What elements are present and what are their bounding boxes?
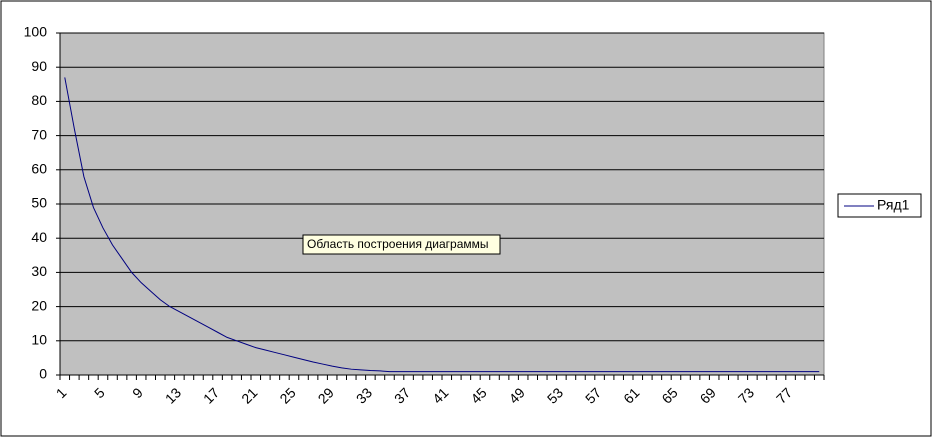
legend-box — [837, 193, 922, 218]
legend-label: Ряд1 — [877, 197, 910, 213]
y-tick-label: 80 — [31, 92, 47, 108]
y-tick-label: 20 — [31, 297, 47, 313]
tooltip-box — [302, 234, 501, 255]
y-tick-label: 100 — [24, 24, 48, 40]
y-tick-label: 40 — [31, 229, 47, 245]
tooltip-text: Область построения диаграммы — [307, 237, 489, 251]
tooltip: Область построения диаграммы — [302, 234, 501, 255]
y-tick-label: 30 — [31, 263, 47, 279]
y-tick-label: 90 — [31, 58, 47, 74]
y-tick-label: 70 — [31, 126, 47, 142]
y-tick-label: 60 — [31, 161, 47, 177]
y-tick-label: 50 — [31, 195, 47, 211]
y-tick-label: 10 — [31, 332, 47, 348]
y-tick-label: 0 — [39, 366, 47, 382]
legend: Ряд1 — [837, 193, 922, 218]
line-series — [64, 77, 820, 373]
